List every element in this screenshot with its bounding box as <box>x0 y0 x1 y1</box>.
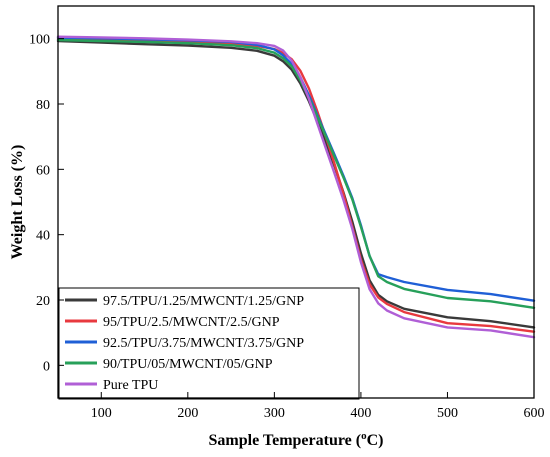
y-tick-label: 80 <box>36 98 50 113</box>
legend-label-1: 97.5/TPU/1.25/MWCNT/1.25/GNP <box>103 294 304 309</box>
y-tick-label: 0 <box>43 359 50 374</box>
series-line-5 <box>56 35 536 339</box>
y-tick-label: 20 <box>36 294 50 309</box>
x-tick-label: 500 <box>437 406 458 421</box>
x-axis-title-part-1: Sample Temperature ( <box>209 432 362 449</box>
x-axis-title: Sample Temperature (oC) <box>209 430 384 449</box>
legend-label-4: 90/TPU/05/MWCNT/05/GNP <box>103 357 273 372</box>
x-tick-label: 100 <box>91 406 112 421</box>
y-tick-label: 100 <box>29 33 50 48</box>
x-tick-label: 300 <box>264 406 285 421</box>
ticks-layer: 100 200 300 400 500 600 0 20 40 60 80 100 <box>29 33 545 421</box>
x-axis-title-superscript: o <box>361 430 367 442</box>
legend-box <box>58 287 360 400</box>
y-axis-title: Weight Loss (%) <box>9 145 26 260</box>
x-tick-label: 600 <box>524 406 545 421</box>
x-tick-label: 400 <box>350 406 371 421</box>
legend: 97.5/TPU/1.25/MWCNT/1.25/GNP 95/TPU/2.5/M… <box>58 287 360 400</box>
x-tick-label: 200 <box>177 406 198 421</box>
series-line-4 <box>56 38 536 309</box>
legend-label-2: 95/TPU/2.5/MWCNT/2.5/GNP <box>103 315 280 330</box>
legend-label-5: Pure TPU <box>103 378 158 393</box>
series-line-1 <box>56 39 536 329</box>
series-layer <box>56 35 536 339</box>
y-tick-label: 60 <box>36 163 50 178</box>
legend-label-3: 92.5/TPU/3.75/MWCNT/3.75/GNP <box>103 336 304 351</box>
plot-frame <box>57 5 535 399</box>
x-axis-title-part-2: C) <box>367 432 384 449</box>
y-tick-label: 40 <box>36 229 50 244</box>
